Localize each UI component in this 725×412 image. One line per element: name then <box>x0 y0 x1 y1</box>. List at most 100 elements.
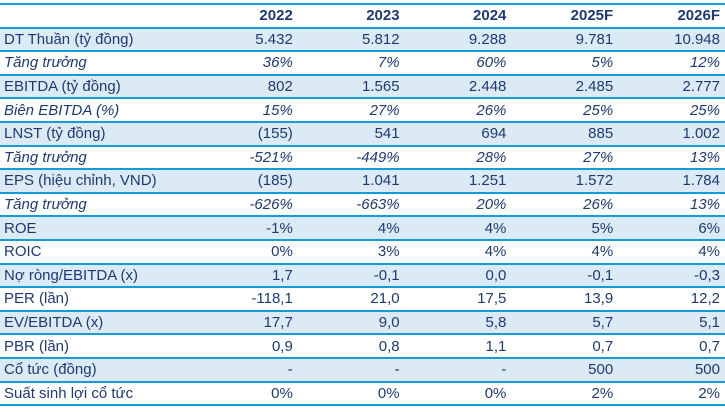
table-head: 2022 2023 2024 2025F 2026F <box>0 4 725 29</box>
cell-value: 12,2 <box>618 287 725 312</box>
row-label: EV/EBITDA (x) <box>0 310 191 336</box>
table-row: EBITDA (tỷ đồng) 802 1.565 2.448 2.485 2.777 <box>0 74 725 100</box>
table-row: LNST (tỷ đồng) (155) 541 694 885 1.002 <box>0 121 725 147</box>
cell-value: 4% <box>404 216 512 241</box>
cell-value: -521% <box>191 145 298 171</box>
cell-value: - <box>297 357 405 383</box>
cell-value: 6% <box>618 216 725 241</box>
cell-value: 0% <box>404 381 512 407</box>
cell-value: -0,1 <box>297 263 405 289</box>
cell-value: 9.781 <box>511 27 619 53</box>
cell-value: 7% <box>297 51 405 76</box>
cell-value: 0,0 <box>404 263 512 289</box>
cell-value: 20% <box>404 192 512 218</box>
cell-value: 5,7 <box>511 310 619 336</box>
cell-value: 5% <box>511 51 619 76</box>
column-header-2023: 2023 <box>297 4 405 29</box>
table-row: EPS (hiệu chỉnh, VND) (185) 1.041 1.251 1.57… <box>0 169 725 194</box>
cell-value: 0,9 <box>191 334 298 359</box>
cell-value: 10.948 <box>618 27 725 53</box>
row-label: Nợ ròng/EBITDA (x) <box>0 263 191 289</box>
table-row: Tăng trưởng -521% -449% 28% 27% 13% <box>0 145 725 171</box>
cell-value: (185) <box>191 169 298 194</box>
cell-value: -626% <box>191 192 298 218</box>
column-header-2026F: 2026F <box>618 4 725 29</box>
cell-value: - <box>191 357 298 383</box>
cell-value: 5,1 <box>618 310 725 336</box>
cell-value: 500 <box>618 357 725 383</box>
cell-value: 2.485 <box>511 74 619 100</box>
cell-value: 4% <box>404 239 512 265</box>
cell-value: -449% <box>297 145 405 171</box>
cell-value: 9.288 <box>404 27 512 53</box>
cell-value: 15% <box>191 98 298 123</box>
table-row: Tăng trưởng -626% -663% 20% 26% 13% <box>0 192 725 218</box>
cell-value: -0,1 <box>511 263 619 289</box>
row-label: DT Thuần (tỷ đồng) <box>0 27 191 53</box>
cell-value: 1.002 <box>618 121 725 147</box>
table-row: Nợ ròng/EBITDA (x) 1,7 -0,1 0,0 -0,1 -0,3 <box>0 263 725 289</box>
cell-value: 17,7 <box>191 310 298 336</box>
row-label: LNST (tỷ đồng) <box>0 121 191 147</box>
cell-value: 0% <box>297 381 405 407</box>
cell-value: 25% <box>618 98 725 123</box>
cell-value: 694 <box>404 121 512 147</box>
row-label: ROIC <box>0 239 191 265</box>
cell-value: 2.777 <box>618 74 725 100</box>
cell-value: 2.448 <box>404 74 512 100</box>
cell-value: 36% <box>191 51 298 76</box>
table-row: ROIC 0% 3% 4% 4% 4% <box>0 239 725 265</box>
row-label-column-header <box>0 4 191 29</box>
row-label: Suất sinh lợi cổ tức <box>0 381 191 407</box>
cell-value: 0,7 <box>511 334 619 359</box>
row-label: Biên EBITDA (%) <box>0 98 191 123</box>
cell-value: 26% <box>404 98 512 123</box>
cell-value: 1.251 <box>404 169 512 194</box>
cell-value: (155) <box>191 121 298 147</box>
cell-value: 500 <box>511 357 619 383</box>
cell-value: -0,3 <box>618 263 725 289</box>
cell-value: 2% <box>618 381 725 407</box>
column-header-2024: 2024 <box>404 4 512 29</box>
cell-value: 5.812 <box>297 27 405 53</box>
financial-summary-table: 2022 2023 2024 2025F 2026F DT Thuần (tỷ đồng… <box>0 3 725 407</box>
table-header-row: 2022 2023 2024 2025F 2026F <box>0 4 725 29</box>
cell-value: 4% <box>297 216 405 241</box>
table-row: ROE -1% 4% 4% 5% 6% <box>0 216 725 241</box>
cell-value: -663% <box>297 192 405 218</box>
table-row: Cổ tức (đồng) - - -500 500 <box>0 357 725 383</box>
cell-value: 1.041 <box>297 169 405 194</box>
cell-value: -1% <box>191 216 298 241</box>
row-label: Tăng trưởng <box>0 192 191 218</box>
cell-value: 1.784 <box>618 169 725 194</box>
row-label: PBR (lần) <box>0 334 191 359</box>
cell-value: 0,7 <box>618 334 725 359</box>
cell-value: 4% <box>618 239 725 265</box>
row-label: EBITDA (tỷ đồng) <box>0 74 191 100</box>
cell-value: 3% <box>297 239 405 265</box>
cell-value: 4% <box>511 239 619 265</box>
row-label: EPS (hiệu chỉnh, VND) <box>0 169 191 194</box>
cell-value: 28% <box>404 145 512 171</box>
column-header-2025F: 2025F <box>511 4 619 29</box>
cell-value: 0% <box>191 381 298 407</box>
cell-value: 27% <box>297 98 405 123</box>
cell-value: - <box>404 357 512 383</box>
cell-value: 2% <box>511 381 619 407</box>
cell-value: 13% <box>618 192 725 218</box>
cell-value: 21,0 <box>297 287 405 312</box>
cell-value: 1.565 <box>297 74 405 100</box>
cell-value: 541 <box>297 121 405 147</box>
row-label: Cổ tức (đồng) <box>0 357 191 383</box>
cell-value: 1,7 <box>191 263 298 289</box>
cell-value: 5% <box>511 216 619 241</box>
table-row: PER (lần) -118,1 21,0 17,5 13,9 12,2 <box>0 287 725 312</box>
table-row: DT Thuần (tỷ đồng) 5.432 5.812 9.288 9.781 10… <box>0 27 725 53</box>
cell-value: 5.432 <box>191 27 298 53</box>
cell-value: 1,1 <box>404 334 512 359</box>
cell-value: 13,9 <box>511 287 619 312</box>
cell-value: 13% <box>618 145 725 171</box>
row-label: Tăng trưởng <box>0 145 191 171</box>
cell-value: 885 <box>511 121 619 147</box>
